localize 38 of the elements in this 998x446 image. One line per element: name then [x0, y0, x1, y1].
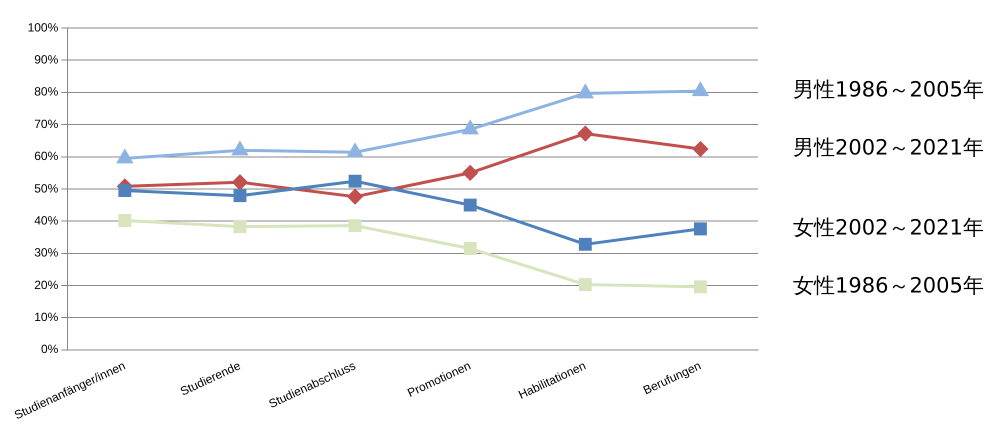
y-tick-label: 50%: [34, 181, 59, 196]
point: [464, 198, 477, 212]
point: [578, 238, 592, 251]
point: [578, 126, 593, 142]
y-tick-label: 70%: [34, 116, 59, 131]
y-tick-label: 90%: [34, 52, 59, 67]
y-tick-label: 20%: [34, 278, 59, 292]
y-tick-label: 0%: [40, 342, 59, 356]
point: [348, 189, 363, 204]
point: [692, 142, 708, 157]
y-tick-label: 10%: [34, 310, 59, 324]
point: [578, 278, 592, 292]
point: [117, 150, 132, 164]
text: 女性2002～2021年: [793, 215, 984, 240]
text: 女性1986～2005年: [793, 273, 984, 298]
text: 男性2002～2021年: [793, 135, 984, 160]
y-tick-label: 30%: [34, 246, 59, 260]
point: [232, 174, 248, 190]
point: [578, 84, 593, 98]
y-tick-label: 100%: [28, 20, 59, 34]
point: [692, 82, 708, 96]
point: [348, 219, 362, 232]
y-tick-label: 40%: [34, 213, 59, 228]
text: 男性1986～2005年: [793, 78, 984, 102]
point: [118, 184, 132, 198]
point: [348, 174, 362, 188]
point: [464, 242, 477, 255]
point: [232, 142, 248, 156]
y-tick-label: 80%: [34, 84, 59, 99]
point: [462, 120, 478, 134]
point: [234, 220, 246, 234]
point: [234, 189, 246, 202]
point: [462, 165, 478, 180]
point: [118, 214, 132, 227]
point: [694, 222, 707, 236]
point: [348, 144, 363, 158]
y-tick-label: 60%: [34, 149, 59, 164]
point: [694, 280, 707, 294]
